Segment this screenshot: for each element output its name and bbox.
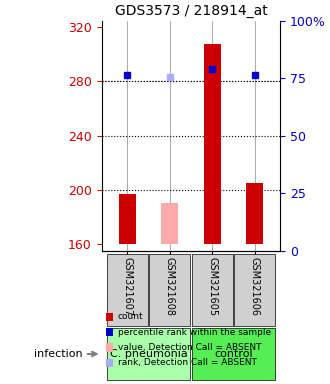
FancyBboxPatch shape [107,328,190,380]
Text: infection: infection [34,349,96,359]
Text: GSM321606: GSM321606 [250,257,260,316]
Bar [204,43,221,244]
Text: C. pneumonia: C. pneumonia [110,349,187,359]
Text: control: control [214,349,253,359]
Text: GSM321608: GSM321608 [165,257,175,316]
Text: value, Detection Call = ABSENT: value, Detection Call = ABSENT [118,343,261,352]
FancyBboxPatch shape [192,328,275,380]
Bar [161,203,178,244]
FancyBboxPatch shape [192,254,233,326]
Bar [246,183,263,244]
Bar [118,194,136,244]
Text: rank, Detection Call = ABSENT: rank, Detection Call = ABSENT [118,358,257,367]
Text: percentile rank within the sample: percentile rank within the sample [118,328,271,337]
Text: GSM321607: GSM321607 [122,257,132,316]
Title: GDS3573 / 218914_at: GDS3573 / 218914_at [115,4,267,18]
Text: count: count [118,312,144,321]
Text: GSM321605: GSM321605 [207,257,217,316]
FancyBboxPatch shape [234,254,275,326]
FancyBboxPatch shape [149,254,190,326]
FancyBboxPatch shape [107,254,148,326]
